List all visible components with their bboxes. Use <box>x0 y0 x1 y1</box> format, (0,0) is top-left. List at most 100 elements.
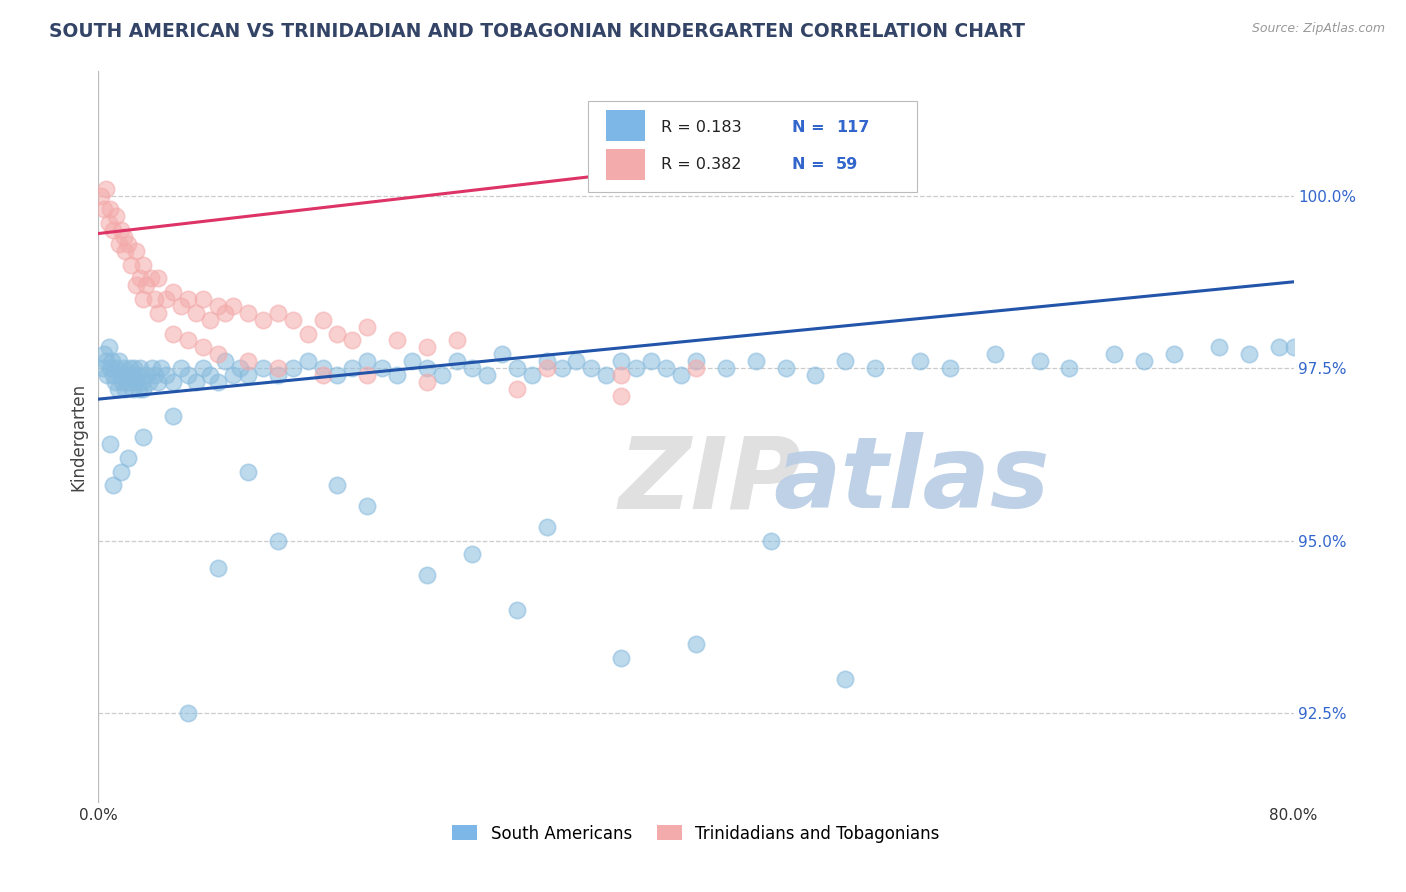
Point <box>385 368 409 382</box>
Point <box>475 368 498 382</box>
Point <box>129 271 152 285</box>
Point <box>865 361 887 376</box>
Point <box>610 389 633 403</box>
Point <box>94 354 117 368</box>
Point <box>214 306 236 320</box>
Point <box>685 354 707 368</box>
Point <box>143 292 166 306</box>
Point <box>281 312 304 326</box>
Point <box>150 361 173 376</box>
Point <box>356 499 378 513</box>
Point <box>132 430 155 444</box>
Point <box>222 368 245 382</box>
Point <box>229 361 252 376</box>
Point <box>1133 354 1156 368</box>
Point <box>297 326 319 341</box>
Point <box>416 361 439 376</box>
Point <box>177 334 200 348</box>
Point <box>356 319 378 334</box>
Point <box>200 368 222 382</box>
Point <box>112 230 135 244</box>
Point <box>120 258 142 272</box>
Point <box>132 382 155 396</box>
Point <box>685 361 707 376</box>
Point <box>669 368 692 382</box>
Point <box>1163 347 1185 361</box>
Point <box>520 368 543 382</box>
Point <box>446 354 468 368</box>
Point <box>1237 347 1260 361</box>
Point <box>90 188 112 202</box>
Point <box>430 368 453 382</box>
Point <box>207 375 229 389</box>
Point <box>984 347 1007 361</box>
Point <box>117 450 139 465</box>
Point <box>1028 354 1050 368</box>
Point <box>297 354 319 368</box>
Point <box>214 354 236 368</box>
Point <box>98 202 122 217</box>
Point <box>162 409 184 424</box>
Point <box>1282 340 1305 354</box>
Point <box>94 182 117 196</box>
Point <box>1208 340 1230 354</box>
Point <box>125 375 148 389</box>
Point <box>200 312 222 326</box>
Point <box>98 361 122 376</box>
Point <box>184 306 207 320</box>
Point <box>135 368 157 382</box>
Point <box>311 312 333 326</box>
Point <box>120 368 142 382</box>
Point <box>356 354 378 368</box>
Point <box>110 368 132 382</box>
Point <box>132 258 155 272</box>
Point <box>581 361 603 376</box>
Point <box>155 292 177 306</box>
Point <box>236 354 259 368</box>
Text: R = 0.183: R = 0.183 <box>661 120 742 136</box>
Point <box>148 306 170 320</box>
Legend: South Americans, Trinidadians and Tobagonians: South Americans, Trinidadians and Tobago… <box>446 818 946 849</box>
Point <box>267 533 290 548</box>
Point <box>139 271 162 285</box>
Point <box>177 292 200 306</box>
Point <box>112 361 135 376</box>
Point <box>326 326 349 341</box>
Point <box>177 368 200 382</box>
Point <box>311 368 333 382</box>
Point <box>745 354 768 368</box>
Point <box>93 202 115 217</box>
FancyBboxPatch shape <box>606 111 645 141</box>
Point <box>125 278 148 293</box>
Text: SOUTH AMERICAN VS TRINIDADIAN AND TOBAGONIAN KINDERGARTEN CORRELATION CHART: SOUTH AMERICAN VS TRINIDADIAN AND TOBAGO… <box>49 22 1025 41</box>
Point <box>252 361 274 376</box>
Point <box>104 375 127 389</box>
Point <box>610 651 633 665</box>
Point <box>108 236 131 251</box>
Point <box>655 361 678 376</box>
Point <box>138 375 160 389</box>
Point <box>103 223 125 237</box>
Point <box>148 375 170 389</box>
Text: 117: 117 <box>835 120 869 136</box>
FancyBboxPatch shape <box>606 149 645 180</box>
Point <box>207 347 229 361</box>
Point <box>105 361 128 376</box>
Point <box>177 706 200 720</box>
Point <box>416 568 439 582</box>
Text: atlas: atlas <box>773 433 1050 530</box>
Point <box>114 244 136 258</box>
Text: Source: ZipAtlas.com: Source: ZipAtlas.com <box>1251 22 1385 36</box>
Point <box>506 382 529 396</box>
Point <box>267 368 290 382</box>
Point <box>207 299 229 313</box>
Point <box>117 236 139 251</box>
Point <box>121 382 143 396</box>
Point <box>714 361 737 376</box>
Point <box>125 244 148 258</box>
Point <box>127 368 149 382</box>
Text: 59: 59 <box>835 157 858 172</box>
Point <box>101 354 124 368</box>
Point <box>1059 361 1081 376</box>
Point <box>401 354 423 368</box>
